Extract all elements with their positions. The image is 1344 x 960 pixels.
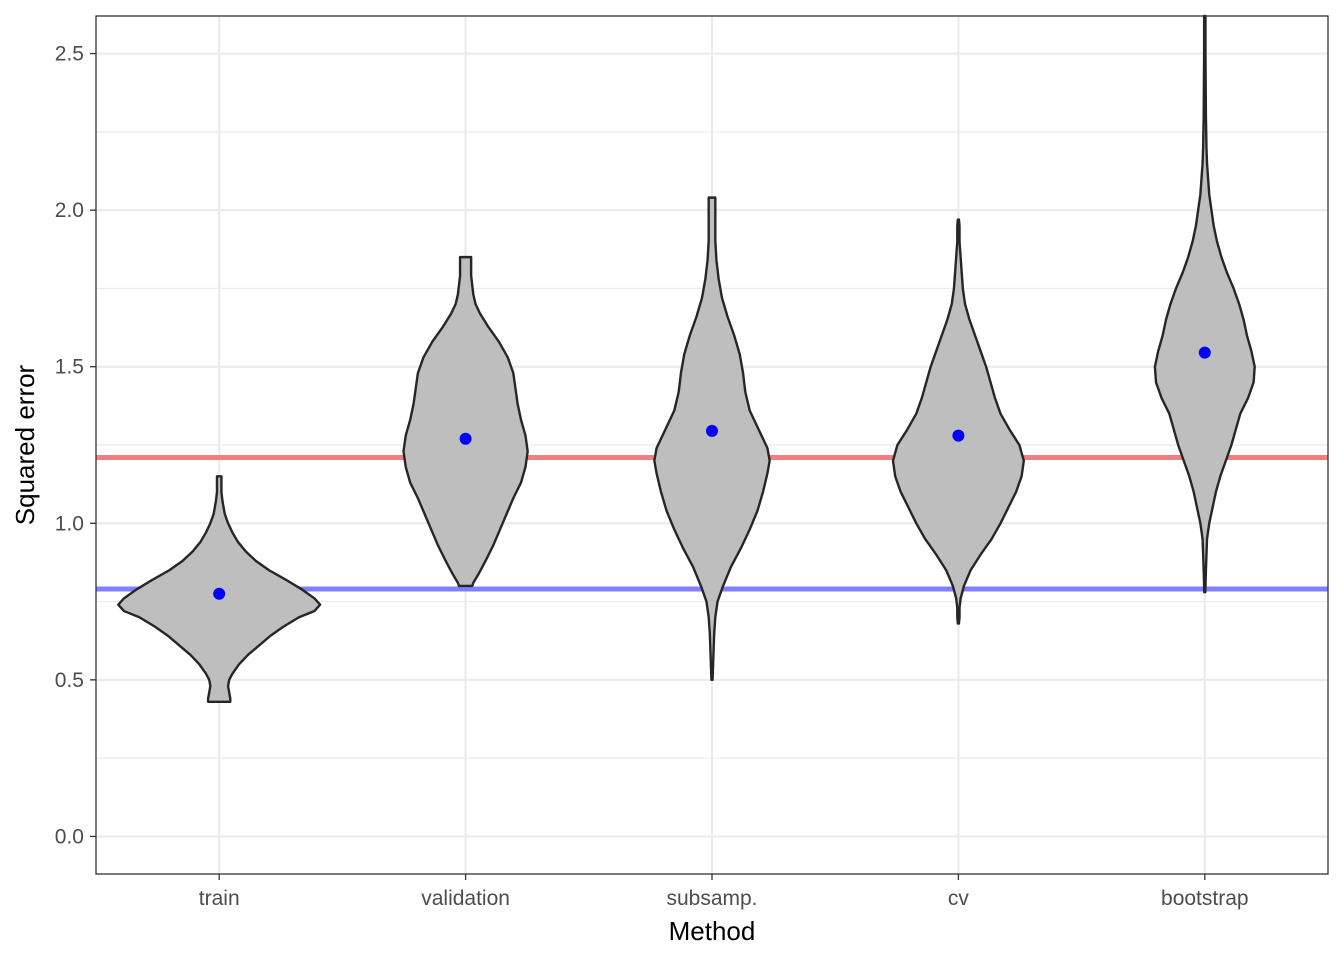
- axis-layer: 0.0 0.5 1.0 1.5 2.0 2.5 train validation subsamp…: [55, 43, 1249, 910]
- y-tick-label-4: 2.0: [55, 199, 84, 222]
- violin-validation: [402, 255, 529, 588]
- y-tick-label-3: 1.5: [55, 356, 84, 379]
- x-tick-label-validation: validation: [421, 887, 510, 910]
- mean-point-bootstrap: [1198, 346, 1211, 359]
- violins-layer: [117, 14, 1256, 703]
- y-tick-label-5: 2.5: [55, 43, 84, 66]
- y-tick-label-2: 1.0: [55, 512, 84, 535]
- x-axis-title: Method: [669, 916, 756, 946]
- mean-point-validation: [459, 432, 472, 445]
- x-tick-label-bootstrap: bootstrap: [1161, 887, 1249, 910]
- violin-cv: [891, 218, 1026, 625]
- mean-point-cv: [952, 429, 965, 442]
- violin-bootstrap: [1153, 14, 1256, 594]
- mean-point-subsamp: [706, 424, 718, 437]
- violin-subsamp: [653, 196, 771, 682]
- x-tick-label-train: train: [199, 887, 240, 910]
- x-tick-label-cv: cv: [948, 887, 970, 910]
- y-tick-label-0: 0.0: [55, 825, 84, 848]
- mean-point-train: [213, 587, 226, 600]
- x-tick-label-subsamp: subsamp.: [666, 887, 757, 910]
- y-axis-title: Squared error: [10, 364, 40, 525]
- y-tick-label-1: 0.5: [55, 669, 84, 692]
- mean-points-layer: [213, 346, 1211, 600]
